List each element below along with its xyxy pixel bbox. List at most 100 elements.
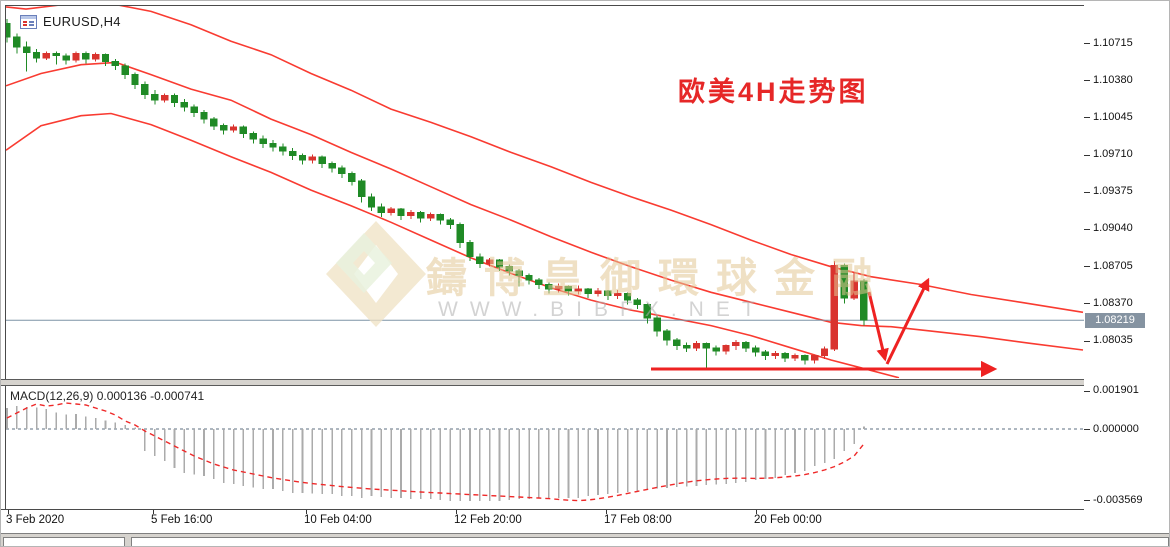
axis-tick: [1084, 43, 1090, 44]
candle-body: [82, 53, 90, 60]
candle-body: [121, 65, 129, 76]
candle-body: [269, 143, 277, 148]
axis-tick: [1084, 500, 1090, 502]
main-chart-area[interactable]: 鑄博皇御環球金融 WWW.BIBFX.NET EURUSD,H4 欧美4H走势图: [6, 6, 1084, 378]
panel-separator[interactable]: [1, 379, 1169, 386]
candle-body: [495, 259, 504, 268]
chart-tab[interactable]: [131, 537, 1169, 546]
plot-top-border: [5, 5, 1085, 6]
price-axis[interactable]: 1.08219 1.10715 1.10380 1.10045 1.09710 1.09…: [1084, 1, 1169, 532]
candle-body: [554, 286, 563, 290]
candle-body: [722, 345, 730, 352]
price-axis-label: 1.08035: [1093, 334, 1133, 347]
candle-body: [397, 208, 405, 217]
candle-body: [151, 94, 159, 101]
candle-body: [485, 259, 494, 264]
candle-body: [367, 196, 376, 208]
candle-body: [288, 150, 297, 157]
candlestick-chart: [6, 6, 1084, 378]
watermark-url: WWW.BIBFX.NET: [438, 298, 767, 321]
price-axis-label: 1.08705: [1093, 259, 1133, 272]
candle-body: [348, 173, 356, 182]
candle-body: [820, 348, 829, 357]
macd-histogram: [6, 406, 865, 501]
candle-body: [259, 138, 267, 144]
candle-body: [407, 211, 415, 217]
candle-body: [180, 101, 189, 108]
candle-body: [702, 342, 710, 349]
candle-body: [436, 214, 445, 221]
candle-body: [42, 53, 51, 59]
candle-body: [505, 266, 514, 272]
time-axis-tick: [756, 510, 757, 514]
macd-axis-label: 0.000000: [1093, 422, 1139, 435]
axis-tick: [1084, 390, 1090, 392]
symbol-label: EURUSD,H4: [20, 14, 121, 29]
watermark-logo-icon: [326, 221, 426, 327]
current-price-badge: 1.08219: [1085, 312, 1145, 328]
candle-body: [663, 330, 671, 341]
candle-body: [614, 292, 622, 297]
candle-body: [170, 95, 179, 103]
candle-body: [535, 279, 543, 286]
candle-body: [801, 355, 809, 361]
candle-body: [791, 355, 799, 359]
candle-body: [328, 163, 336, 169]
candles: [6, 19, 868, 369]
candle-body: [840, 265, 848, 299]
time-axis[interactable]: 3 Feb 2020 5 Feb 16:00 10 Feb 04:00 12 Feb …: [1, 510, 1084, 532]
candle-body: [643, 304, 651, 319]
candle-body: [200, 111, 208, 120]
trend-arrows: [651, 277, 998, 378]
candle-body: [623, 292, 632, 301]
axis-tick: [1084, 80, 1090, 82]
macd-panel[interactable]: MACD(12,26,9) 0.000136 -0.000741: [6, 387, 1084, 508]
time-axis-label: 17 Feb 08:00: [604, 514, 672, 526]
up-arrow: [885, 277, 930, 365]
candle-body: [417, 211, 425, 219]
candle-body: [160, 95, 169, 101]
candle-body: [574, 288, 582, 292]
candle-body: [338, 167, 346, 174]
price-axis-label: 1.08370: [1093, 296, 1133, 309]
candle-body: [377, 206, 386, 213]
candle-body: [466, 241, 474, 258]
time-axis-label: 3 Feb 2020: [6, 514, 65, 526]
candle-body: [761, 351, 770, 357]
time-axis-tick: [306, 510, 307, 514]
plot-left-border: [5, 5, 6, 532]
candle-body: [682, 345, 691, 349]
axis-tick: [1084, 117, 1090, 119]
chart-tab[interactable]: [3, 537, 125, 546]
candle-body: [850, 280, 858, 299]
time-axis-label: 12 Feb 20:00: [454, 514, 522, 526]
candle-body: [210, 118, 218, 127]
candle-body: [72, 53, 80, 61]
time-axis-tick: [8, 510, 9, 514]
macd-indicator-label: MACD(12,26,9) 0.000136 -0.000741: [10, 389, 205, 403]
axis-tick: [1084, 340, 1090, 342]
macd-axis-label: -0.003569: [1093, 493, 1143, 506]
time-axis-tick: [456, 510, 457, 514]
axis-tick: [1084, 266, 1090, 268]
macd-chart: [6, 402, 1084, 502]
candle-body: [308, 156, 317, 161]
candle-body: [446, 219, 455, 226]
time-axis-tick: [606, 510, 607, 514]
price-axis-label: 1.09040: [1093, 222, 1133, 235]
candle-body: [633, 299, 642, 306]
candle-body: [584, 288, 592, 294]
candle-body: [712, 347, 720, 352]
candle-body: [811, 355, 819, 361]
price-axis-label: 1.09710: [1093, 148, 1133, 161]
time-axis-label: 5 Feb 16:00: [151, 514, 213, 526]
candle-body: [456, 224, 464, 243]
candle-body: [13, 36, 21, 48]
price-axis-label: 1.10715: [1093, 36, 1133, 49]
symbol-timeframe-text: EURUSD,H4: [43, 14, 121, 29]
candle-body: [515, 270, 523, 277]
time-axis-label: 20 Feb 00:00: [754, 514, 822, 526]
candle-body: [52, 53, 60, 57]
candle-body: [781, 352, 789, 359]
